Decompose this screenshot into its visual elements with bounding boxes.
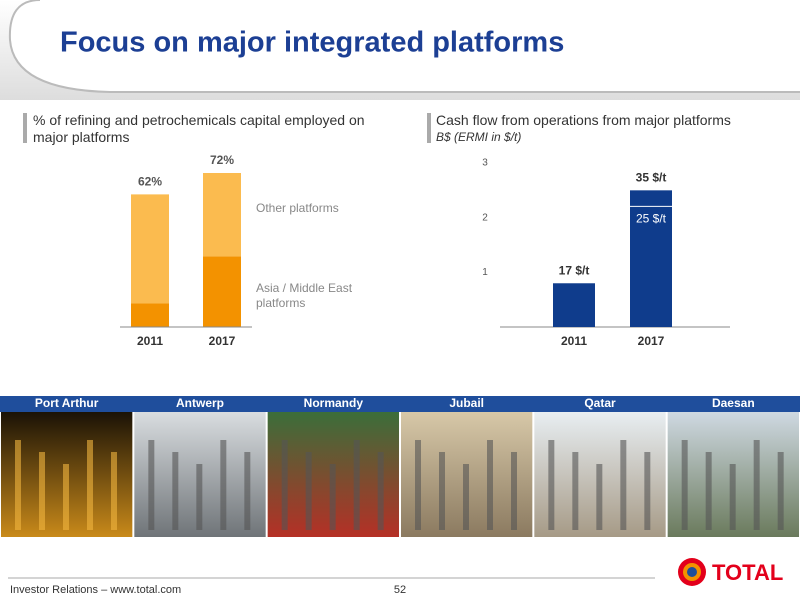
photo-structure: [196, 464, 203, 530]
bar-segment: [131, 194, 169, 304]
x-tick-label: 2011: [561, 334, 587, 348]
legend-label: Asia / Middle East platforms: [256, 281, 353, 310]
y-tick-label: 3: [482, 158, 488, 169]
logo-text: TOTAL: [712, 560, 783, 585]
photo-structure: [439, 452, 445, 530]
heading-marker: [23, 113, 27, 143]
photo-structure: [572, 452, 579, 530]
site-band: [0, 396, 800, 412]
logo-mark: [687, 567, 697, 577]
bar-annotation: 35 $/t: [636, 171, 667, 185]
bar-segment: [131, 303, 169, 327]
x-tick-label: 2011: [137, 334, 163, 348]
photo-structure: [511, 452, 517, 530]
x-tick-label: 2017: [209, 334, 236, 348]
photo-structure: [777, 452, 784, 530]
site-label: Daesan: [712, 396, 755, 410]
photo-structure: [548, 440, 555, 530]
inner-label: 25 $/t: [636, 212, 667, 226]
chart-title: % of refining and petrochemicals capital…: [33, 112, 365, 145]
site-label: Jubail: [449, 396, 484, 410]
photo-structure: [281, 440, 288, 530]
site-label: Antwerp: [176, 396, 224, 410]
photo-structure: [463, 464, 469, 530]
chart-subtitle: B$ (ERMI in $/t): [436, 130, 522, 144]
page-number: 52: [394, 584, 406, 596]
photo-structure: [377, 452, 384, 530]
photo-structure: [415, 440, 421, 530]
bar-annotation: 17 $/t: [559, 263, 590, 277]
header-swoosh: [8, 0, 800, 93]
photo-structure: [87, 440, 93, 530]
bar-segment: [203, 256, 241, 327]
photo-structure: [148, 440, 155, 530]
photo-structure: [329, 464, 336, 530]
total-label: 72%: [210, 153, 234, 167]
photo-structure: [15, 440, 21, 530]
photo-structure: [305, 452, 312, 530]
y-tick-label: 1: [482, 267, 488, 278]
photo-structure: [39, 452, 45, 530]
y-tick-label: 2: [482, 212, 488, 223]
bar: [553, 283, 595, 327]
footer-source: Investor Relations – www.total.com: [10, 584, 181, 596]
photo-structure: [644, 452, 651, 530]
bar: [630, 190, 672, 327]
photo-structure: [681, 440, 688, 530]
photo-structure: [729, 464, 736, 530]
photo-structure: [596, 464, 603, 530]
bar-segment: [203, 173, 241, 257]
photo-structure: [63, 464, 69, 530]
x-tick-label: 2017: [638, 334, 665, 348]
photo-structure: [244, 452, 251, 530]
site-label: Normandy: [304, 396, 364, 410]
photo-structure: [111, 452, 117, 530]
total-label: 62%: [138, 175, 162, 189]
site-label: Port Arthur: [35, 396, 99, 410]
photo-structure: [487, 440, 493, 530]
photo-structure: [620, 440, 627, 530]
legend-label: Other platforms: [256, 201, 339, 215]
heading-marker: [427, 113, 431, 143]
photo-structure: [220, 440, 227, 530]
chart-title: Cash flow from operations from major pla…: [436, 112, 731, 128]
slide-title: Focus on major integrated platforms: [60, 27, 564, 59]
photo-structure: [753, 440, 760, 530]
site-label: Qatar: [584, 396, 616, 410]
photo-structure: [172, 452, 179, 530]
photo-structure: [353, 440, 360, 530]
photo-structure: [705, 452, 712, 530]
